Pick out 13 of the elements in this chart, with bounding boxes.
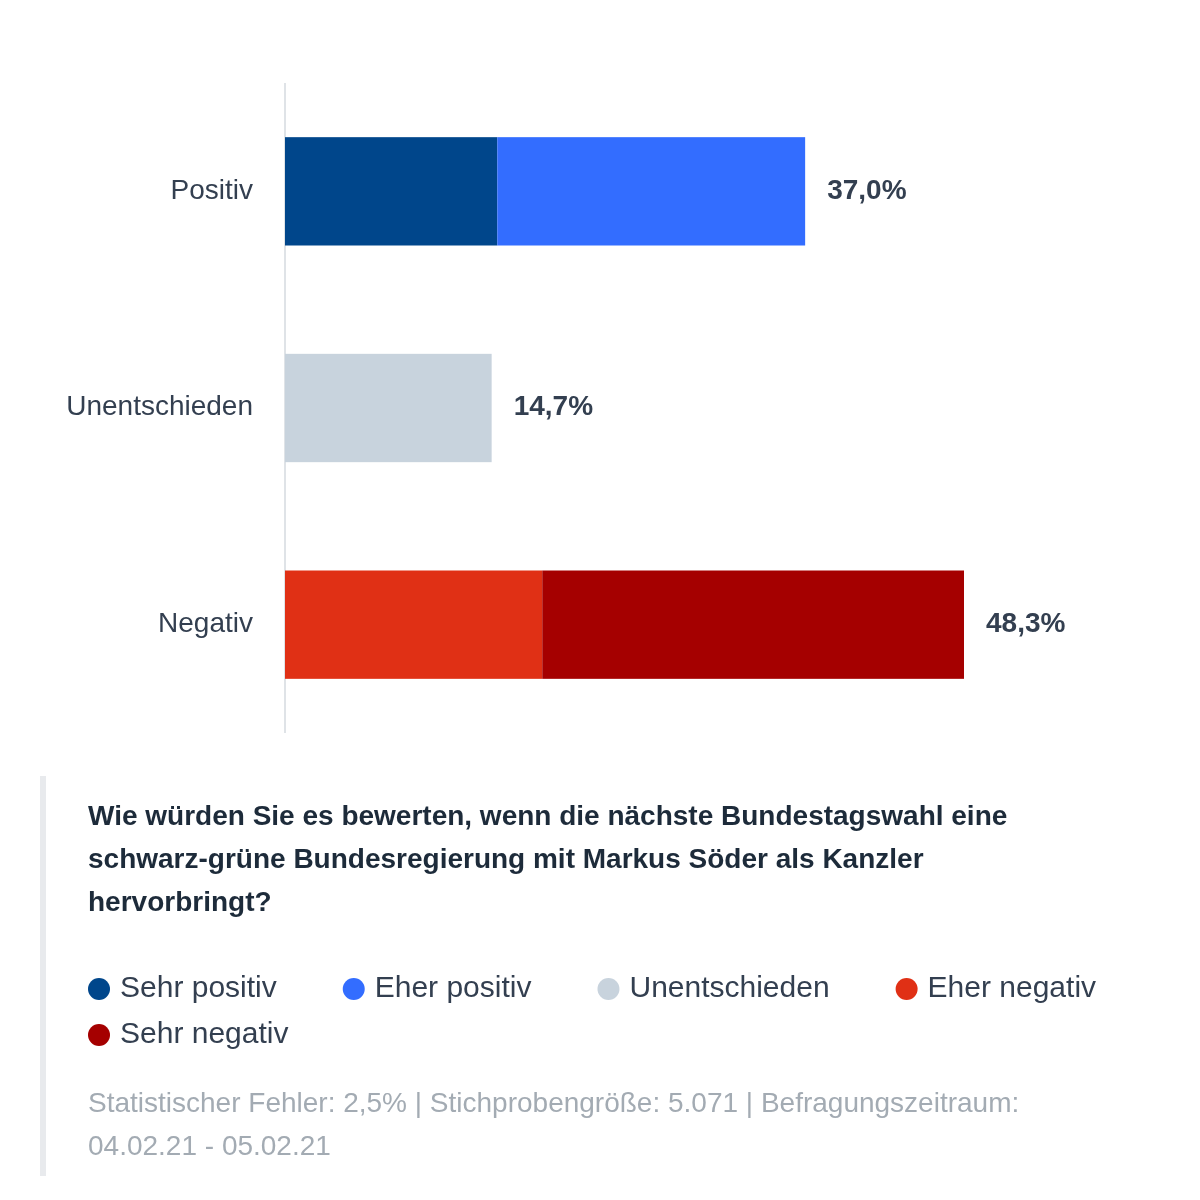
legend-label: Eher positiv xyxy=(374,969,532,1003)
text: Statistischer Fehler: 2,5% | Stichprobengröße: 5.071 | Befragungszeitraum: 04.02.21 - 05.02.21 xyxy=(88,1087,1020,1162)
legend-label: Eher negativ xyxy=(927,969,1097,1003)
text: Wie würden Sie es bewerten, wenn die nächste Bundestagswahl eine schwarz-grüne Bundesregierung mit Markus Söder als Kanzler hervorbringt? xyxy=(88,800,1008,918)
legend-label: Sehr negativ xyxy=(120,1015,289,1049)
y-tick-label: Negativ xyxy=(158,607,253,639)
legend-label: Sehr positiv xyxy=(120,969,277,1003)
data-label: 14,7% xyxy=(513,390,594,422)
total-label: 48,3% xyxy=(986,607,1066,639)
y-tick-label: Positiv xyxy=(170,173,253,205)
total-label: 37,0% xyxy=(827,173,907,205)
legend-label: Unentschieden xyxy=(629,969,830,1003)
y-tick-label: Unentschieden xyxy=(66,390,253,422)
